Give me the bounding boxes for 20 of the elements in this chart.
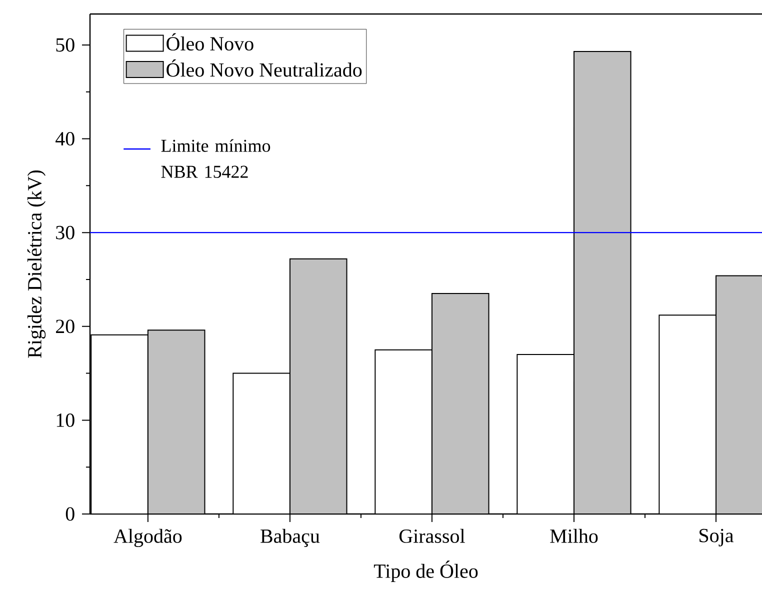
x-tick-label: Girassol <box>399 528 465 543</box>
bar <box>573 51 632 514</box>
y-axis-title: Rigidez Dielétrica (kV) <box>27 170 46 358</box>
y-tick-label: 20 <box>56 320 74 334</box>
y-tick-label: 40 <box>56 132 74 146</box>
legend-label: Óleo Novo <box>166 33 254 51</box>
x-axis-title: Tipo de Óleo <box>374 560 478 582</box>
legend-label: Limite mínimo NBR 15422 <box>161 139 270 178</box>
y-tick-label: 30 <box>56 226 74 240</box>
x-tick-label: Soja <box>700 528 734 546</box>
y-tick-label: 50 <box>56 38 74 52</box>
x-tick-label: Babaçu <box>260 528 320 547</box>
y-tick-label: 0 <box>66 507 74 521</box>
bar <box>289 258 348 514</box>
bar <box>147 330 206 514</box>
x-tick-label: Milho <box>550 528 598 543</box>
y-tick-label: 10 <box>56 413 74 427</box>
x-tick-label: Algodão <box>114 528 182 548</box>
bar <box>431 293 490 514</box>
legend-label: Óleo Novo Neutralizado <box>166 59 362 77</box>
